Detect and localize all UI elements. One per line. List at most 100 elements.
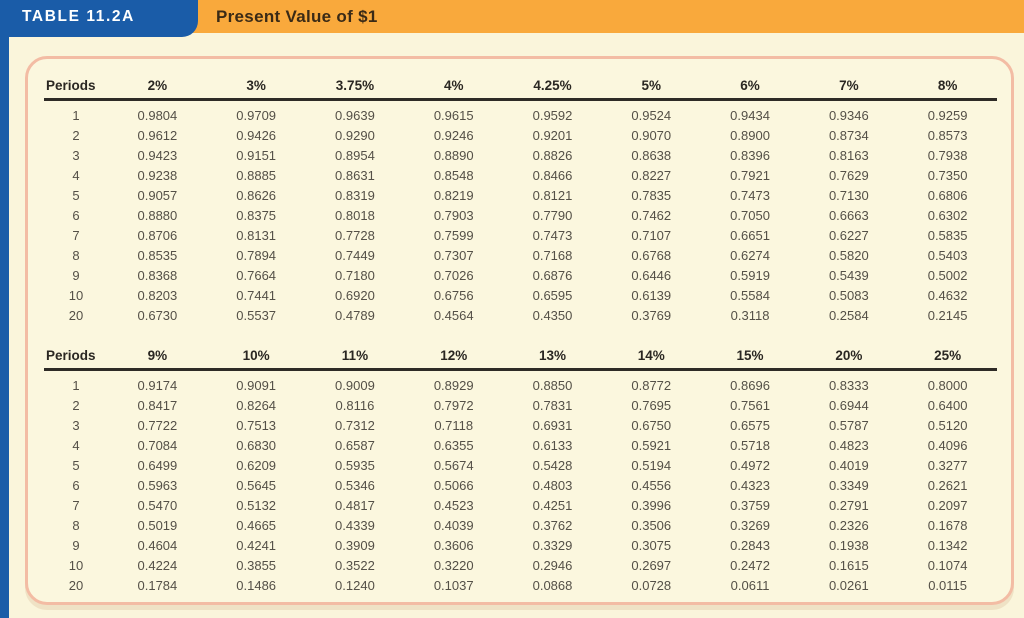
pv-factor-cell: 0.8626 [236,188,277,203]
period-cell: 7 [72,228,80,243]
rate-column-header: 9% [147,348,168,363]
period-cell: 3 [72,148,80,163]
pv-factor-cell: 0.3329 [532,538,573,553]
pv-factor-cell: 0.3075 [631,538,672,553]
rate-column-header: 14% [637,348,665,363]
period-cell: 6 [72,478,80,493]
pv-factor-cell: 0.9246 [433,128,474,143]
pv-factor-cell: 0.9057 [137,188,178,203]
pv-factor-cell: 0.0728 [631,578,672,593]
pv-factor-cell: 0.9592 [532,108,573,123]
pv-factor-cell: 0.2621 [927,478,968,493]
pv-factor-cell: 0.5470 [137,498,178,513]
pv-factor-cell: 0.3522 [335,558,375,573]
pv-factor-cell: 0.7728 [335,228,375,243]
pv-factor-cell: 0.8417 [137,398,178,413]
rate-column-header: 7% [839,78,859,93]
pv-factor-cell: 0.6587 [335,438,375,453]
pv-factor-cell: 0.6595 [532,288,573,303]
period-cell: 6 [72,208,80,223]
pv-factor-cell: 0.4604 [137,538,178,553]
pv-factor-cell: 0.6575 [730,418,770,433]
pv-factor-cell: 0.9639 [335,108,375,123]
pv-factor-cell: 0.5066 [433,478,474,493]
pv-factor-cell: 0.8466 [532,168,573,183]
table-row: 4 0.7084 0.6830 0.6587 0.6355 0.6133 0.5921 0.5… [44,436,997,456]
rate-column-header: 13% [538,348,566,363]
pv-factor-cell: 0.5346 [335,478,375,493]
pv-factor-cell: 0.5403 [927,248,968,263]
period-cell: 8 [72,518,80,533]
pv-factor-cell: 0.7107 [631,228,672,243]
pv-factor-cell: 0.6133 [532,438,573,453]
pv-factor-cell: 0.7307 [433,248,474,263]
pv-factor-cell: 0.7903 [433,208,474,223]
table-row: 6 0.8880 0.8375 0.8018 0.7903 0.7790 0.7462 0.7… [44,206,997,226]
pv-factor-cell: 0.5835 [927,228,968,243]
pv-factor-cell: 0.2326 [828,518,869,533]
periods-column-header: Periods [46,348,96,363]
pv-factor-cell: 0.6302 [927,208,968,223]
pv-factor-cell: 0.9174 [137,378,178,393]
pv-factor-cell: 0.8018 [335,208,375,223]
pv-factor-cell: 0.6944 [828,398,869,413]
pv-factor-cell: 0.5718 [730,438,770,453]
pv-factor-cell: 0.8706 [137,228,178,243]
table-row: 2 0.9612 0.9426 0.9290 0.9246 0.9201 0.9070 0.8… [44,126,997,146]
pv-factor-cell: 0.8850 [532,378,573,393]
left-accent-bar [0,0,9,618]
pv-factor-cell: 0.8219 [433,188,474,203]
table-row: 7 0.8706 0.8131 0.7728 0.7599 0.7473 0.7107 0.6… [44,226,997,246]
rate-column-header: 4.25% [533,78,572,93]
pv-factor-cell: 0.8880 [137,208,178,223]
pv-factor-cell: 0.4823 [828,438,869,453]
pv-factor-cell: 0.3769 [631,308,672,323]
pv-factor-cell: 0.4803 [532,478,573,493]
period-cell: 10 [68,288,84,303]
pv-factor-cell: 0.8163 [828,148,869,163]
pv-factor-cell: 0.5019 [137,518,178,533]
pv-factor-cell: 0.5439 [828,268,869,283]
pv-factor-cell: 0.4632 [927,288,968,303]
pv-factor-cell: 0.7938 [927,148,968,163]
pv-factor-cell: 0.1240 [335,578,375,593]
pv-factor-cell: 0.6663 [828,208,869,223]
pv-factor-cell: 0.5584 [730,288,770,303]
rate-column-header: 20% [835,348,863,363]
pv-factor-cell: 0.9709 [236,108,277,123]
pv-factor-cell: 0.7084 [137,438,178,453]
pv-factor-cell: 0.5132 [236,498,277,513]
pv-factor-cell: 0.8116 [335,398,375,413]
pv-factor-cell: 0.8396 [730,148,770,163]
table-row: 8 0.5019 0.4665 0.4339 0.4039 0.3762 0.3506 0.3… [44,516,997,536]
pv-factor-cell: 0.7473 [730,188,770,203]
pv-factor-cell: 0.8573 [927,128,968,143]
table-sections: Periods 2% 3% 3.75% 4% 4.25% 5% 6% 7% 8% 1 0.9804 0.… [44,77,997,596]
pv-factor-cell: 0.7972 [433,398,474,413]
period-cell: 2 [72,398,80,413]
pv-factor-cell: 0.8535 [137,248,178,263]
pv-factor-cell: 0.4323 [730,478,770,493]
pv-factor-cell: 0.8929 [433,378,474,393]
pv-factor-cell: 0.5935 [335,458,375,473]
pv-factor-cell: 0.9434 [730,108,770,123]
pv-factor-cell: 0.7462 [631,208,672,223]
pv-factor-cell: 0.5645 [236,478,277,493]
pv-factor-cell: 0.8368 [137,268,178,283]
table-row: 3 0.9423 0.9151 0.8954 0.8890 0.8826 0.8638 0.8… [44,146,997,166]
pv-factor-cell: 0.6651 [730,228,770,243]
pv-factor-cell: 0.8319 [335,188,375,203]
pv-factor-cell: 0.7513 [236,418,277,433]
table-row: 1 0.9174 0.9091 0.9009 0.8929 0.8850 0.8772 0.8… [44,376,997,396]
pv-factor-cell: 0.5120 [927,418,968,433]
pv-factor-cell: 0.4224 [137,558,178,573]
pv-factor-cell: 0.6730 [137,308,178,323]
pv-factor-cell: 0.8890 [433,148,474,163]
pv-factor-cell: 0.2145 [927,308,968,323]
pv-factor-cell: 0.4789 [335,308,375,323]
period-cell: 5 [72,188,80,203]
pv-factor-cell: 0.8548 [433,168,474,183]
pv-factor-cell: 0.4350 [532,308,573,323]
pv-factor-cell: 0.8333 [828,378,869,393]
